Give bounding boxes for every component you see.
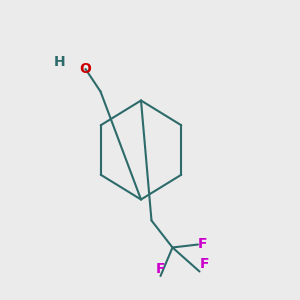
Text: O: O [80, 62, 92, 76]
Text: F: F [156, 262, 165, 276]
Text: F: F [198, 238, 208, 251]
Text: F: F [200, 257, 209, 272]
Text: H: H [54, 55, 66, 68]
